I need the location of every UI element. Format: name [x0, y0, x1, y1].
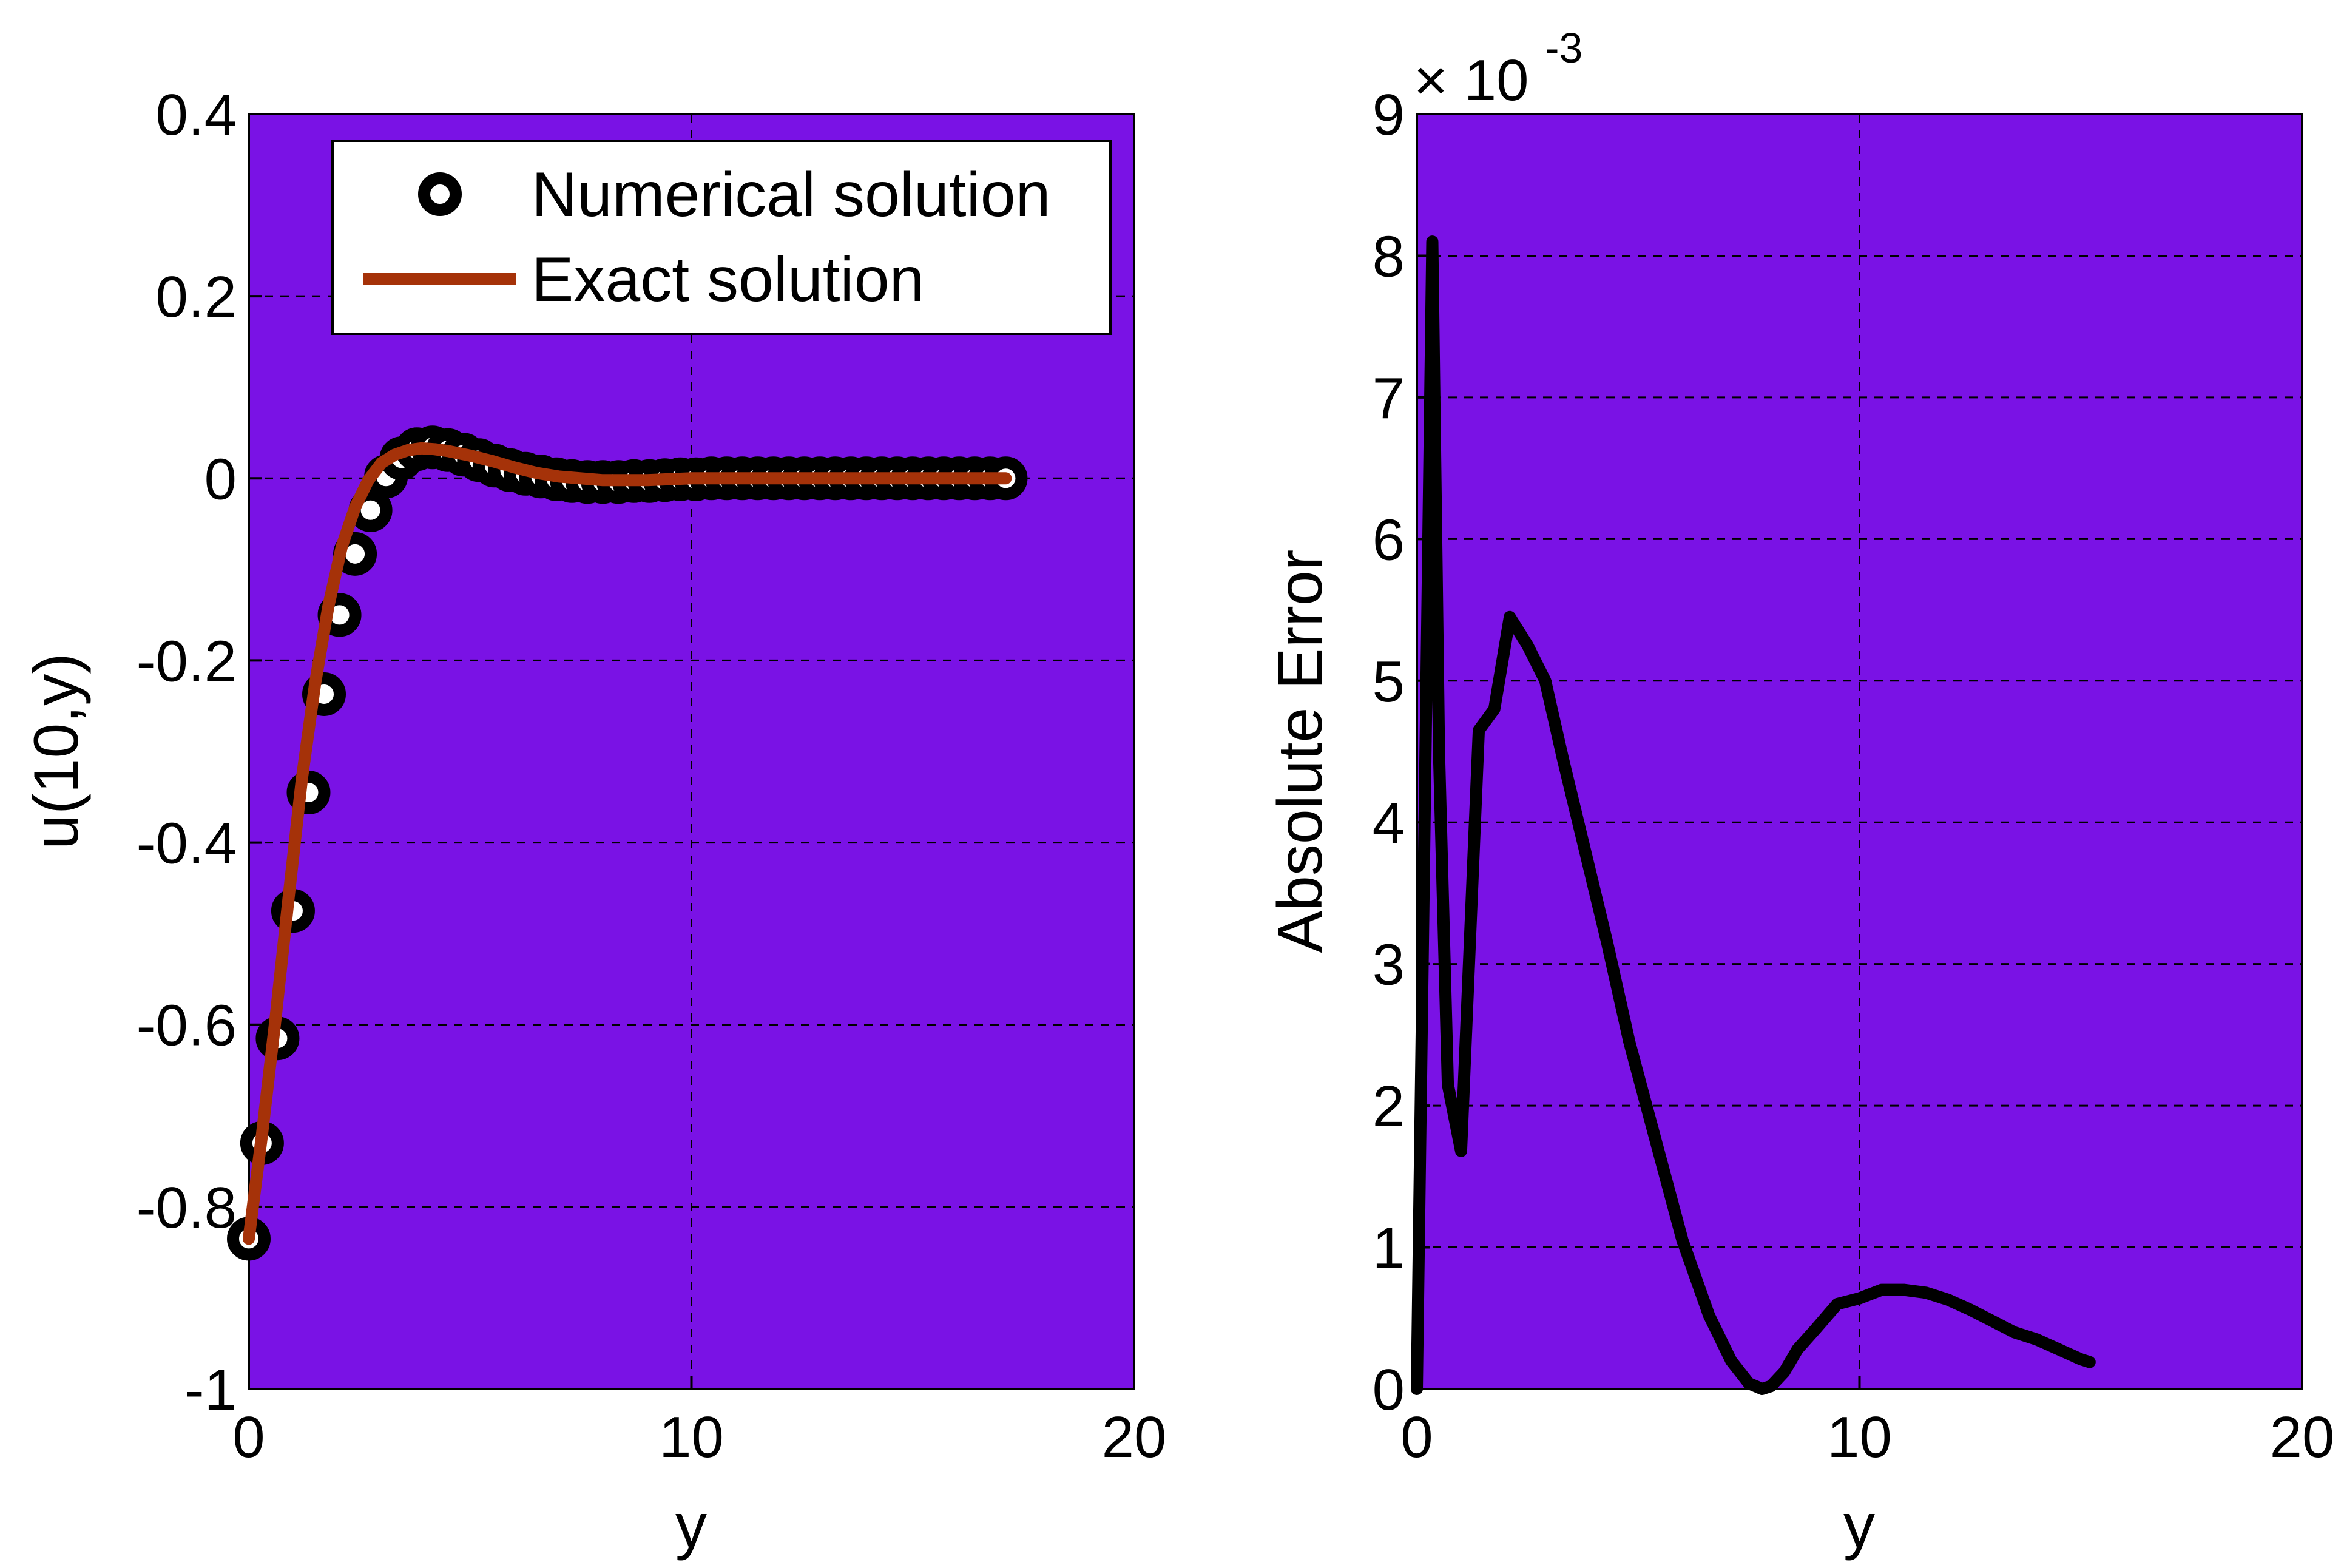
right-x-tick-label: 0	[1400, 1405, 1433, 1470]
left-y-tick-label: -0.2	[137, 629, 237, 694]
scale-factor-base: × 10	[1414, 48, 1529, 113]
right-y-tick-label: 7	[1373, 366, 1405, 431]
right-y-tick-label: 0	[1373, 1357, 1405, 1422]
right-y-tick-label: 6	[1373, 507, 1405, 572]
legend: Numerical solution Exact solution	[331, 140, 1112, 335]
right-x-tick-label: 10	[1827, 1405, 1892, 1470]
absolute-error-line	[1411, 235, 2096, 1395]
scale-factor-label: × 10 -3	[1414, 24, 1582, 113]
right-y-tick-label: 4	[1373, 791, 1405, 856]
left-y-tick-label: 0.4	[156, 83, 237, 147]
right-grid	[1416, 113, 2303, 1390]
left-tick-labels: 0 10 20 0.4 0.2 0 -0.2 -0.4 -0.6 -0.8 -1	[137, 83, 1167, 1470]
legend-exact-label: Exact solution	[532, 245, 924, 315]
left-y-axis-label: u(10,y)	[21, 653, 92, 850]
left-y-tick-label: -1	[185, 1357, 237, 1422]
left-y-tick-label: -0.6	[137, 993, 237, 1058]
scale-factor-exponent: -3	[1545, 24, 1582, 72]
left-series	[227, 425, 1028, 1261]
left-x-tick-label: 0	[232, 1405, 265, 1470]
legend-entry-exact: Exact solution	[363, 245, 924, 315]
left-y-tick-label: -0.4	[137, 811, 237, 876]
right-y-tick-label: 3	[1373, 933, 1405, 998]
right-y-tick-label: 1	[1373, 1216, 1405, 1281]
left-y-tick-label: 0	[204, 447, 237, 512]
left-x-axis-label: y	[675, 1491, 707, 1561]
right-y-tick-label: 9	[1373, 83, 1405, 147]
legend-numerical-label: Numerical solution	[532, 160, 1050, 230]
right-y-tick-label: 5	[1373, 649, 1405, 714]
legend-numerical-marker-icon	[418, 172, 462, 216]
left-y-tick-label: 0.2	[156, 265, 237, 329]
left-subplot: 0 10 20 0.4 0.2 0 -0.2 -0.4 -0.6 -0.8 -1 y u(10,y)…	[21, 83, 1166, 1561]
right-series	[1411, 235, 2096, 1395]
right-x-axis-label: y	[1843, 1491, 1875, 1561]
right-y-tick-label: 2	[1373, 1074, 1405, 1139]
right-x-tick-label: 20	[2270, 1405, 2335, 1470]
left-x-tick-label: 10	[659, 1405, 724, 1470]
right-y-axis-label: Absolute Error	[1265, 550, 1336, 953]
legend-box	[331, 140, 1112, 335]
left-y-tick-label: -0.8	[137, 1175, 237, 1240]
legend-entry-numerical: Numerical solution	[418, 160, 1050, 230]
exact-solution-line	[243, 442, 1012, 1245]
right-y-tick-label: 8	[1373, 224, 1405, 289]
left-x-tick-label: 20	[1102, 1405, 1167, 1470]
